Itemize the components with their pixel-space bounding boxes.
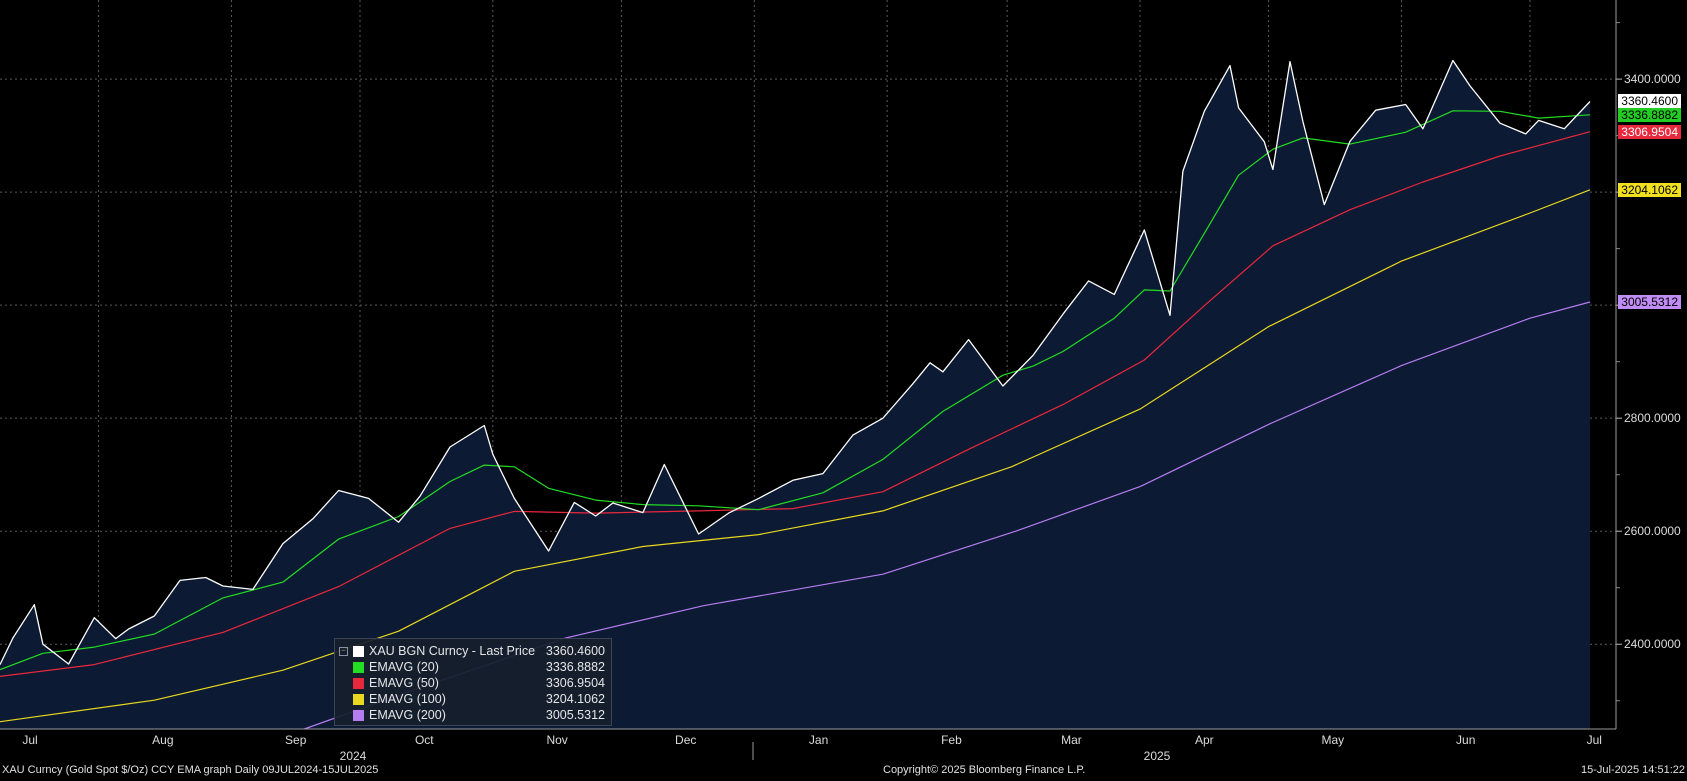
- legend-label: EMAVG (100): [369, 692, 446, 706]
- legend-label: EMAVG (20): [369, 660, 439, 674]
- x-tick-label: Jun: [1456, 733, 1475, 747]
- legend-swatch: [353, 693, 364, 705]
- footer-copyright: Copyright© 2025 Bloomberg Finance L.P.: [883, 764, 1086, 776]
- x-tick-label: Nov: [546, 733, 567, 747]
- year-label: 2024: [340, 749, 367, 763]
- legend-item[interactable]: EMAVG (20) 3336.8882: [353, 659, 605, 675]
- legend-swatch: [353, 661, 364, 673]
- legend-swatch: [353, 709, 364, 721]
- y-tick-label: 3400.0000: [1624, 72, 1681, 86]
- x-tick-label: Dec: [675, 733, 696, 747]
- x-tick-label: Sep: [285, 733, 307, 747]
- x-tick-label: Aug: [152, 733, 173, 747]
- legend-value: 3360.4600: [545, 644, 605, 658]
- footer-timestamp: 15-Jul-2025 14:51:22: [1581, 764, 1685, 776]
- legend-label: XAU BGN Curncy - Last Price: [369, 644, 536, 658]
- legend-item[interactable]: EMAVG (50) 3306.9504: [353, 675, 605, 691]
- x-tick-label: Jul: [22, 733, 37, 747]
- legend: − XAU BGN Curncy - Last Price 3360.4600 EM…: [334, 638, 612, 726]
- x-tick-label: Apr: [1195, 733, 1214, 747]
- last-price-area: [0, 60, 1590, 729]
- y-tick-label: 2600.0000: [1624, 524, 1681, 538]
- last-value-tag: 3204.1062: [1618, 182, 1681, 197]
- legend-value: 3306.9504: [545, 676, 605, 690]
- legend-value: 3204.1062: [545, 692, 605, 706]
- legend-label: EMAVG (50): [369, 676, 439, 690]
- legend-value: 3336.8882: [545, 660, 605, 674]
- x-tick-label: Feb: [941, 733, 962, 747]
- last-value-tag: 3336.8882: [1618, 108, 1681, 123]
- legend-value: 3005.5312: [545, 708, 605, 722]
- last-value-tag: 3306.9504: [1618, 124, 1681, 139]
- legend-item[interactable]: XAU BGN Curncy - Last Price 3360.4600: [353, 643, 605, 659]
- legend-item[interactable]: EMAVG (200) 3005.5312: [353, 707, 605, 723]
- legend-label: EMAVG (200): [369, 708, 446, 722]
- series-line-emavg-100-: [0, 189, 1591, 723]
- legend-item[interactable]: EMAVG (100) 3204.1062: [353, 691, 605, 707]
- x-tick-label: Jan: [809, 733, 828, 747]
- x-tick-label: Mar: [1061, 733, 1082, 747]
- y-tick-label: 2400.0000: [1624, 637, 1681, 651]
- footer-security-description: XAU Curncy (Gold Spot $/Oz) CCY EMA grap…: [2, 764, 379, 776]
- x-tick-label: Jul: [1587, 733, 1602, 747]
- y-tick-label: 2800.0000: [1624, 411, 1681, 425]
- x-tick-label: May: [1322, 733, 1345, 747]
- last-value-tag: 3360.4600: [1618, 94, 1681, 109]
- x-tick-label: Oct: [415, 733, 434, 747]
- collapse-icon[interactable]: −: [339, 647, 348, 656]
- year-label: 2025: [1144, 749, 1171, 763]
- last-value-tag: 3005.5312: [1618, 295, 1681, 310]
- legend-swatch: [353, 677, 364, 689]
- legend-swatch: [353, 645, 364, 657]
